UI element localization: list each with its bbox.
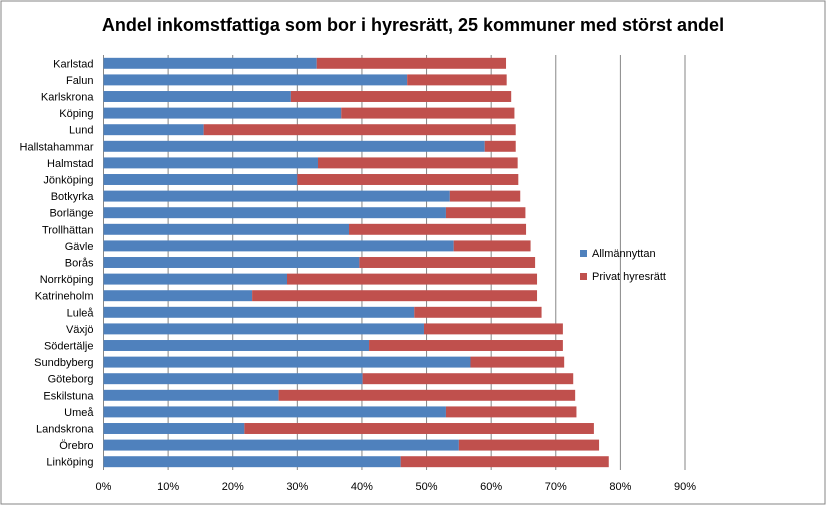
bar-privat-hyresratt [458,439,600,451]
bar-allmannyttan [103,74,408,86]
bar-allmannyttan [103,124,204,136]
bars [103,57,609,468]
bar-privat-hyresratt [316,57,507,69]
bar-privat-hyresratt [359,257,536,268]
bar-allmannyttan [103,389,279,401]
category-labels: Karlstad Falun Karlskrona Köping Lund Hallsta… [20,58,95,468]
bar-privat-hyresratt [449,190,521,202]
bar-allmannyttan [103,290,253,302]
category-label: Norrköping [40,274,94,286]
category-label: Halmstad [47,158,93,170]
bar-privat-hyresratt [278,389,576,401]
bar-allmannyttan [103,140,485,152]
bar-allmannyttan [103,356,471,368]
chart-title: Andel inkomstfattiga som bor i hyresrätt… [102,15,724,35]
category-label: Växjö [66,324,94,336]
category-label: Luleå [67,307,95,319]
legend-swatch-allmannyttan [580,250,587,257]
category-label: Eskilstuna [43,390,94,402]
category-label: Borlänge [49,208,93,220]
bar-allmannyttan [103,190,450,202]
category-label: Trollhättan [42,224,94,236]
legend: Allmännyttan Privat hyresrätt [580,248,666,283]
bar-allmannyttan [103,373,363,385]
bar-privat-hyresratt [341,107,515,119]
category-label: Lund [69,125,93,137]
bar-allmannyttan [103,57,317,69]
bar-privat-hyresratt [244,423,594,434]
x-tick-label: 80% [609,481,631,493]
category-label: Karlskrona [41,92,94,104]
category-label: Borås [65,258,94,270]
legend-swatch-privat-hyresratt [580,273,587,280]
bar-allmannyttan [103,340,370,351]
bar-privat-hyresratt [445,207,526,219]
bar-privat-hyresratt [400,456,609,468]
x-tick-label: 50% [416,481,438,493]
x-tick-label: 60% [480,481,502,493]
x-tick-label: 30% [286,481,308,493]
bar-privat-hyresratt [203,124,516,136]
bar-privat-hyresratt [318,157,518,169]
bar-privat-hyresratt [470,356,565,368]
category-label: Jönköping [43,175,93,187]
bar-privat-hyresratt [286,273,538,285]
legend-label-privat-hyresratt: Privat hyresrätt [592,271,666,283]
category-label: Södertälje [44,341,94,353]
category-label: Sundbyberg [34,357,93,369]
bar-privat-hyresratt [414,306,542,318]
bar-privat-hyresratt [290,91,512,102]
category-label: Köping [59,108,93,120]
bar-privat-hyresratt [252,290,538,302]
x-tick-labels: 0% 10% 20% 30% 40% 50% 60% 70% 80% 90% [96,481,697,493]
category-label: Katrineholm [35,291,94,303]
x-tick-label: 20% [222,481,244,493]
bar-allmannyttan [103,423,245,434]
category-label: Umeå [64,407,94,419]
category-label: Gävle [65,241,94,253]
category-label: Karlstad [53,58,93,70]
bar-privat-hyresratt [297,174,519,185]
bar-privat-hyresratt [349,223,527,235]
category-label: Linköping [46,457,93,469]
bar-privat-hyresratt [369,340,563,351]
category-label: Falun [66,75,94,87]
category-label: Örebro [59,440,93,452]
bar-allmannyttan [103,273,287,285]
bar-allmannyttan [103,406,446,418]
bar-allmannyttan [103,107,342,119]
legend-label-allmannyttan: Allmännyttan [592,248,656,260]
x-tick-label: 10% [157,481,179,493]
bar-allmannyttan [103,240,454,252]
bar-allmannyttan [103,207,446,219]
bar-allmannyttan [103,174,298,185]
x-tick-label: 70% [545,481,567,493]
bar-allmannyttan [103,223,350,235]
x-tick-label: 0% [96,481,112,493]
bar-allmannyttan [103,456,401,468]
category-label: Hallstahammar [20,141,94,153]
bar-allmannyttan [103,323,424,335]
bar-privat-hyresratt [484,140,516,152]
bar-allmannyttan [103,157,319,169]
category-label: Botkyrka [51,191,95,203]
bar-privat-hyresratt [407,74,507,86]
bar-allmannyttan [103,91,291,102]
bar-allmannyttan [103,306,415,318]
bar-allmannyttan [103,257,360,268]
bar-privat-hyresratt [362,373,574,385]
category-label: Göteborg [48,374,94,386]
category-label: Landskrona [36,424,94,436]
x-tick-label: 90% [674,481,696,493]
x-tick-label: 40% [351,481,373,493]
bar-privat-hyresratt [423,323,563,335]
bar-privat-hyresratt [453,240,531,252]
bar-allmannyttan [103,439,459,451]
bar-privat-hyresratt [445,406,577,418]
